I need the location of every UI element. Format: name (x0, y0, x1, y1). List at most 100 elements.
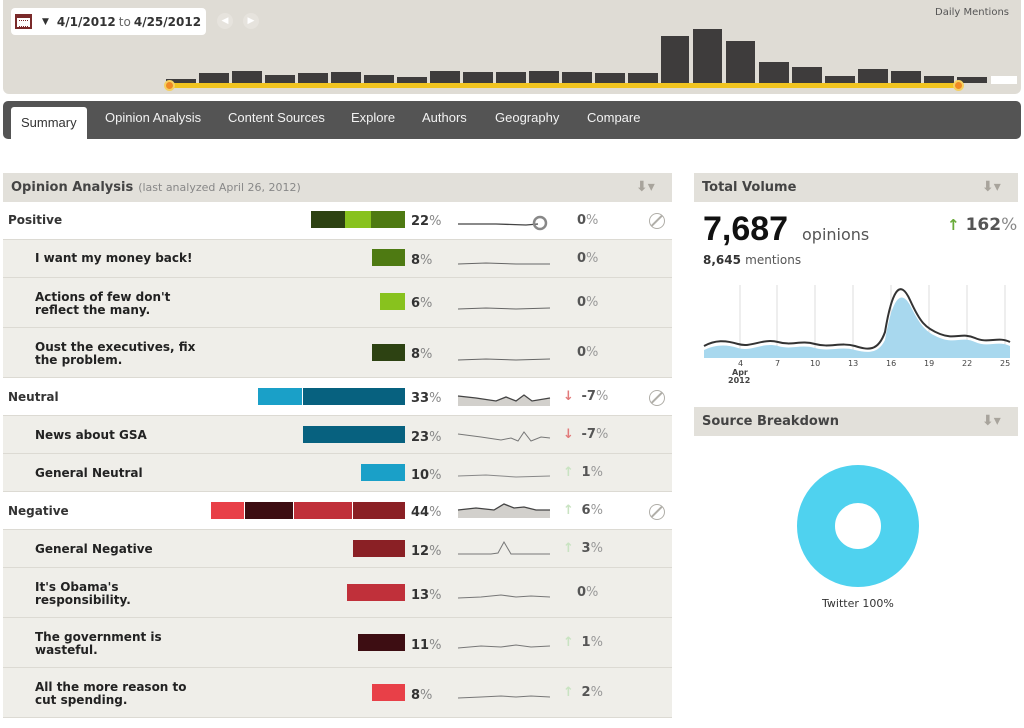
timeline-bar (397, 77, 427, 83)
opinion-row-negative[interactable]: Negative 44% ↑ 6% (3, 492, 672, 530)
source-donut-chart (797, 465, 919, 587)
sparkline (457, 262, 550, 265)
row-change: ↓ -7% (563, 427, 609, 442)
range-start-handle[interactable] (164, 80, 175, 91)
arrow-left-icon[interactable]: ◀ (217, 13, 233, 29)
tab-authors[interactable]: Authors (422, 110, 467, 125)
row-percent: 22% (411, 214, 442, 229)
download-icon[interactable]: ⬇▾ (982, 413, 1001, 429)
arrow-right-icon[interactable]: ▶ (243, 13, 259, 29)
timeline-bar (661, 36, 689, 83)
timeline-bar (463, 72, 493, 83)
timeline-end-marker (991, 76, 1017, 84)
timeline-bar (891, 71, 921, 83)
tab-geography[interactable]: Geography (495, 110, 560, 125)
bar-segment (371, 211, 405, 228)
row-label: All the more reason to cut spending. (35, 680, 187, 707)
sparkline (458, 215, 548, 231)
row-change: ↑ 3% (563, 541, 603, 556)
opinion-row[interactable]: I want my money back! 8% 0% (3, 240, 672, 278)
exclude-icon[interactable] (649, 390, 665, 406)
sparkline (457, 307, 551, 310)
sparkline (457, 358, 551, 361)
down-arrow-icon: ↓ (563, 427, 574, 442)
bar-segment (345, 211, 371, 228)
timeline-range-track[interactable] (168, 83, 959, 88)
x-year-label: 2012 (728, 376, 750, 385)
bar-segment (380, 293, 405, 310)
sparkline (458, 540, 550, 555)
tab-explore[interactable]: Explore (351, 110, 396, 125)
mention-count: 8,645 mentions (703, 253, 802, 267)
range-end-handle[interactable] (953, 80, 964, 91)
opinion-row[interactable]: Actions of few don't reflect the many. 6… (3, 278, 672, 328)
opinion-row[interactable]: All the more reason to cut spending. 8% … (3, 668, 672, 718)
date-separator: to (118, 14, 131, 29)
up-arrow-icon: ↑ (563, 465, 574, 480)
down-arrow-icon: ↓ (563, 389, 574, 404)
row-change: 0% (577, 345, 599, 360)
row-label: Neutral (8, 390, 59, 404)
opinion-row[interactable]: It's Obama's responsibility. 13% 0% (3, 568, 672, 618)
bar-segment (353, 540, 405, 557)
bar-segment (303, 388, 405, 405)
timeline-bar (166, 79, 196, 83)
opinion-row-positive[interactable]: Positive 22% 0% (3, 202, 672, 240)
tab-summary[interactable]: Summary (11, 107, 87, 139)
sparkline (457, 474, 551, 478)
exclude-icon[interactable] (649, 213, 665, 229)
up-arrow-icon: ↑ (563, 541, 574, 556)
opinion-row[interactable]: News about GSA 23% ↓ -7% (3, 416, 672, 454)
bar-segment (361, 464, 405, 481)
opinion-analysis-header: Opinion Analysis (last analyzed April 26… (3, 173, 672, 202)
up-arrow-icon: ↑ (563, 635, 574, 650)
timeline-bar (759, 62, 789, 83)
timeline-bar (364, 75, 394, 83)
timeline-bar (693, 29, 722, 83)
opinion-row[interactable]: The government is wasteful. 11% ↑ 1% (3, 618, 672, 668)
timeline-panel: ▼ 4/1/2012 to 4/25/2012 ◀ ▶ Daily Mentio… (3, 0, 1021, 94)
timeline-bar (496, 72, 526, 83)
up-arrow-icon: ↑ (947, 216, 960, 234)
row-label: Oust the executives, fix the problem. (35, 340, 196, 367)
opinion-row-neutral[interactable]: Neutral 33% ↓ -7% (3, 378, 672, 416)
opinion-row[interactable]: Oust the executives, fix the problem. 8%… (3, 328, 672, 378)
bar-segment (303, 426, 405, 443)
up-arrow-icon: ↑ (563, 685, 574, 700)
tab-opinion-analysis[interactable]: Opinion Analysis (105, 110, 202, 125)
up-arrow-icon: ↑ (563, 503, 574, 518)
row-label: Positive (8, 213, 63, 227)
date-range-picker[interactable]: ▼ 4/1/2012 to 4/25/2012 (11, 8, 206, 35)
timeline-bar (529, 71, 559, 83)
opinion-count: 7,687 (703, 210, 789, 248)
row-percent: 8% (411, 688, 433, 703)
x-tick: 19 (924, 359, 934, 368)
dropdown-triangle-icon[interactable]: ▼ (42, 16, 49, 27)
row-change: 0% (577, 585, 599, 600)
bar-segment (372, 684, 405, 701)
timeline-bar (628, 73, 658, 83)
row-percent: 11% (411, 638, 442, 653)
bar-segment (372, 344, 405, 361)
row-percent: 10% (411, 468, 442, 483)
opinion-row[interactable]: General Neutral 10% ↑ 1% (3, 454, 672, 492)
row-change: ↑ 1% (563, 465, 603, 480)
row-change: ↑ 2% (563, 685, 603, 700)
timeline-bar (924, 76, 954, 83)
timeline-bar (232, 71, 262, 83)
exclude-icon[interactable] (649, 504, 665, 520)
row-change: ↑ 6% (563, 503, 603, 518)
x-month-label: Apr (732, 368, 748, 377)
end-date[interactable]: 4/25/2012 (133, 14, 202, 29)
start-date[interactable]: 4/1/2012 (56, 14, 116, 29)
download-icon[interactable]: ⬇▾ (982, 179, 1001, 195)
panel-title: Source Breakdown (702, 414, 840, 429)
tab-compare[interactable]: Compare (587, 110, 641, 125)
row-change: ↑ 1% (563, 635, 603, 650)
row-percent: 44% (411, 505, 442, 520)
download-icon[interactable]: ⬇▾ (636, 179, 655, 195)
calendar-icon[interactable] (15, 14, 32, 29)
tab-content-sources[interactable]: Content Sources (228, 110, 325, 125)
timeline-bar (331, 72, 361, 83)
opinion-row[interactable]: General Negative 12% ↑ 3% (3, 530, 672, 568)
